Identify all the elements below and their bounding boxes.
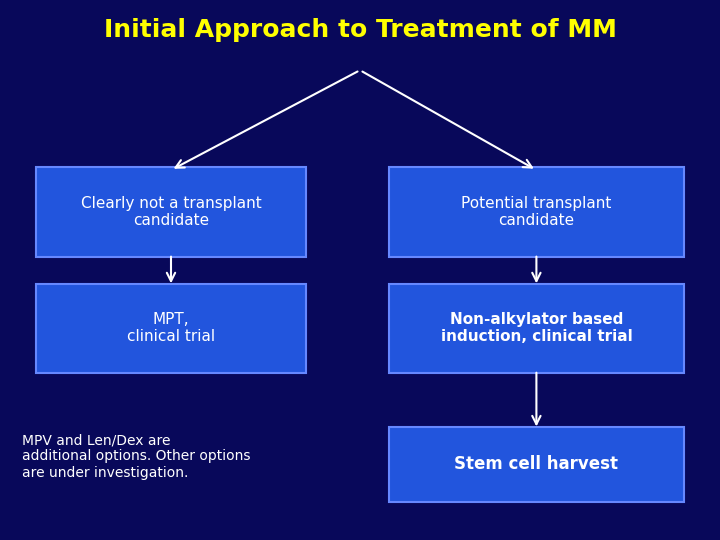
Text: Non-alkylator based
induction, clinical trial: Non-alkylator based induction, clinical … xyxy=(441,312,632,345)
Text: Clearly not a transplant
candidate: Clearly not a transplant candidate xyxy=(81,195,261,228)
FancyBboxPatch shape xyxy=(36,284,306,373)
Text: Stem cell harvest: Stem cell harvest xyxy=(454,455,618,474)
FancyBboxPatch shape xyxy=(389,427,684,502)
FancyBboxPatch shape xyxy=(389,167,684,256)
Text: MPV and Len/Dex are
additional options. Other options
are under investigation.: MPV and Len/Dex are additional options. … xyxy=(22,433,250,480)
Text: Initial Approach to Treatment of MM: Initial Approach to Treatment of MM xyxy=(104,18,616,42)
FancyBboxPatch shape xyxy=(36,167,306,256)
FancyBboxPatch shape xyxy=(389,284,684,373)
Text: MPT,
clinical trial: MPT, clinical trial xyxy=(127,312,215,345)
Text: Potential transplant
candidate: Potential transplant candidate xyxy=(462,195,611,228)
